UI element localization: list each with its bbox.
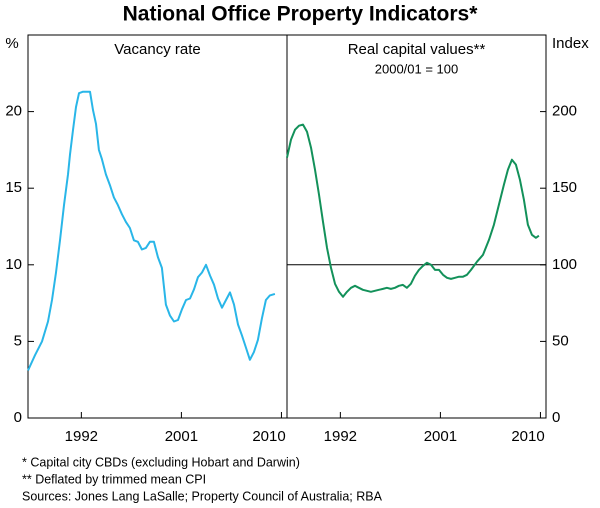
data-line [27,90,276,371]
y-axis-label: % [5,35,18,52]
panel-subtitle: 2000/01 = 100 [375,61,459,76]
y-tick-label: 100 [552,256,577,273]
panel-title: Real capital values** [348,41,486,58]
footnote: ** Deflated by trimmed mean CPI [22,472,206,486]
y-axis-label: Index [552,35,589,52]
y-tick-label: 10 [5,256,22,273]
x-tick-label: 1992 [65,428,98,445]
y-tick-label: 0 [14,409,22,426]
source-note: Sources: Jones Lang LaSalle; Property Co… [22,489,383,503]
chart-title: National Office Property Indicators* [123,3,479,26]
x-tick-label: 2010 [252,428,285,445]
y-tick-label: 200 [552,103,577,120]
x-tick-label: 2001 [424,428,457,445]
x-tick-label: 2010 [511,428,544,445]
y-tick-label: 20 [5,103,22,120]
footnote: * Capital city CBDs (excluding Hobart an… [22,455,300,469]
y-tick-label: 0 [552,409,560,426]
x-tick-label: 1992 [324,428,357,445]
y-tick-label: 50 [552,332,569,349]
x-tick-label: 2001 [165,428,198,445]
panel-title: Vacancy rate [114,41,200,58]
y-tick-label: 5 [14,332,22,349]
y-tick-label: 15 [5,179,22,196]
y-tick-label: 150 [552,179,577,196]
data-line [286,123,540,298]
